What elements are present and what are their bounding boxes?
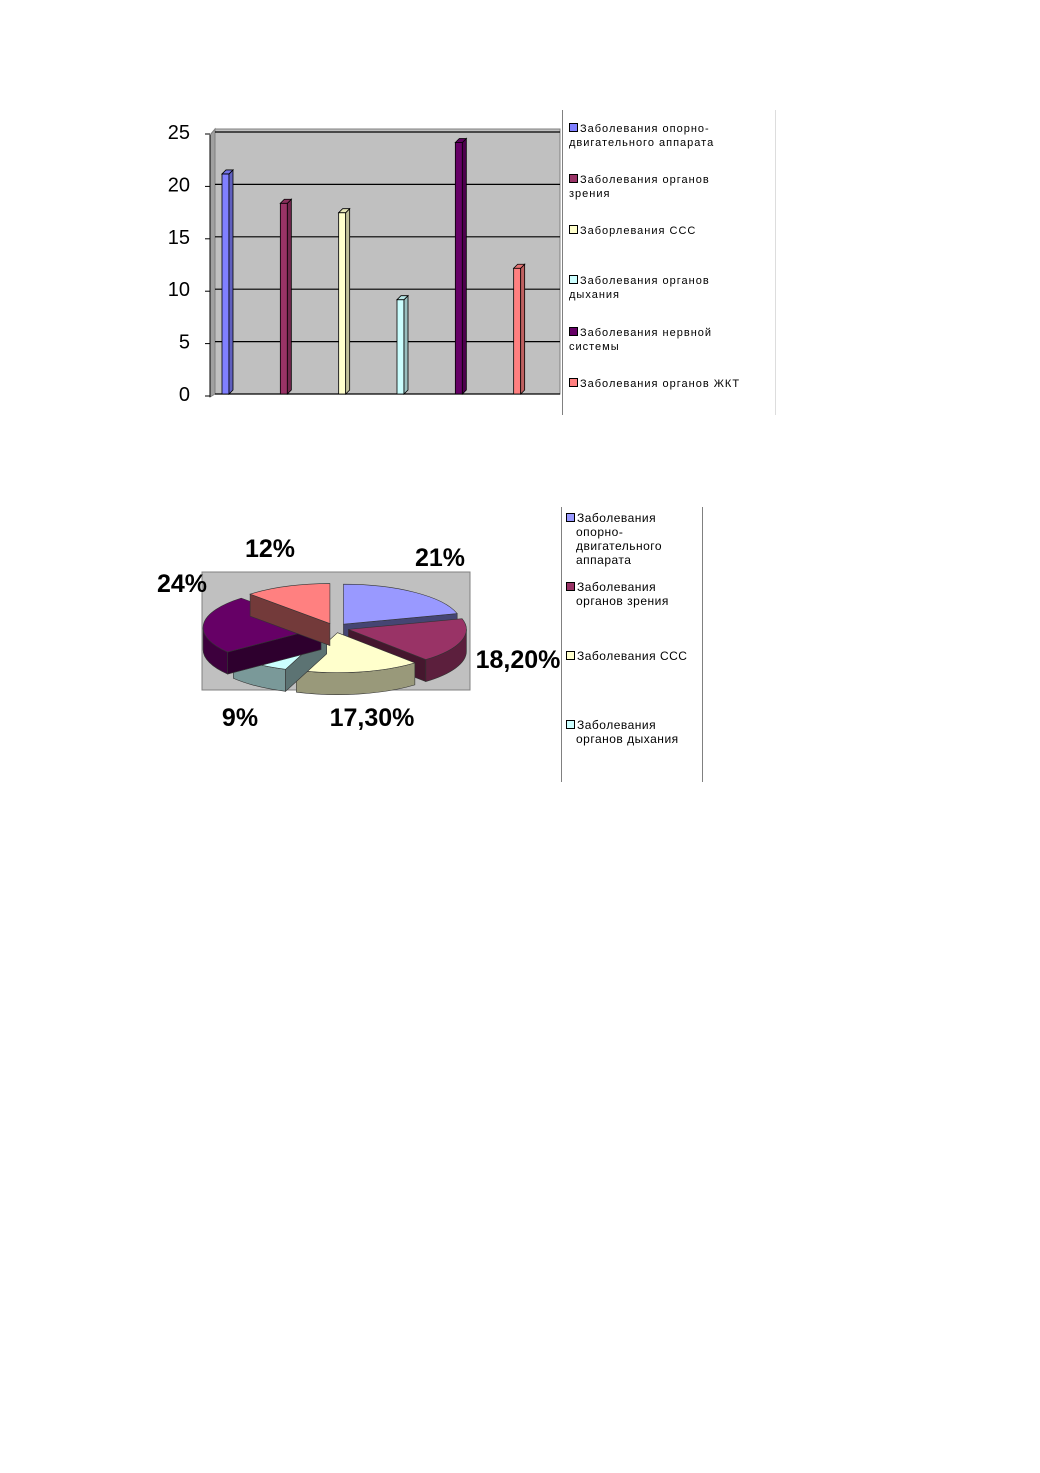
legend-label: Заболевания органов зрения bbox=[576, 580, 669, 608]
legend-entry: Заболевания органов ЖКТ bbox=[569, 377, 749, 391]
bar-side bbox=[403, 294, 409, 395]
bar-front bbox=[513, 267, 522, 395]
bar-top bbox=[221, 169, 234, 175]
data-label: 24% bbox=[157, 570, 207, 598]
pie-top bbox=[348, 618, 467, 660]
legend-entry: Заболевания ССС bbox=[566, 649, 706, 663]
legend-label: Заболевания опорно-двигательного аппарат… bbox=[569, 123, 715, 149]
data-label: 12% bbox=[245, 535, 295, 563]
pie-top bbox=[343, 583, 458, 625]
legend-entry: Заболевания органов дыхания bbox=[566, 718, 706, 746]
bar bbox=[279, 198, 293, 395]
legend-entry: Заболевания опорно-двигательного аппарат… bbox=[569, 122, 749, 150]
legend-swatch bbox=[569, 123, 578, 132]
bar bbox=[221, 168, 234, 395]
data-label: 21% bbox=[415, 544, 465, 572]
legend-swatch bbox=[569, 327, 578, 336]
y-tick-label: 20 bbox=[168, 174, 190, 196]
bar-front bbox=[454, 142, 463, 395]
bar-top bbox=[279, 198, 293, 204]
legend-swatch bbox=[566, 582, 575, 591]
bar-top bbox=[337, 208, 351, 214]
bar-front bbox=[221, 173, 230, 395]
plot-area bbox=[214, 128, 561, 395]
bar-top bbox=[396, 295, 409, 301]
legend-entry: Заболевания органов дыхания bbox=[569, 274, 749, 302]
pie-top bbox=[249, 583, 331, 625]
y-tick-label: 5 bbox=[179, 332, 190, 354]
legend-swatch bbox=[566, 720, 575, 729]
bar-side bbox=[228, 168, 234, 395]
legend-swatch bbox=[569, 275, 578, 284]
bar bbox=[337, 207, 351, 395]
legend-label: Заболевания опорно-двигательного аппарат… bbox=[576, 511, 663, 567]
legend bbox=[562, 110, 776, 415]
pie-top bbox=[202, 597, 323, 653]
legend-swatch bbox=[566, 513, 575, 522]
bar-front bbox=[396, 299, 405, 395]
pie-slice bbox=[249, 583, 331, 647]
legend-entry: Заборлевания ССС bbox=[569, 224, 749, 238]
bar-side bbox=[345, 207, 351, 395]
bar-top bbox=[512, 263, 526, 269]
legend bbox=[561, 507, 703, 782]
legend-label: Заболевания органов дыхания bbox=[569, 275, 710, 301]
bar-front bbox=[338, 212, 347, 395]
y-tick-label: 10 bbox=[168, 279, 190, 301]
bar bbox=[454, 137, 468, 395]
legend-swatch bbox=[569, 174, 578, 183]
legend-label: Заболевания органов дыхания bbox=[576, 718, 679, 746]
legend-swatch bbox=[569, 225, 578, 234]
legend-entry: Заболевания нервной системы bbox=[569, 326, 749, 354]
bar-side bbox=[520, 263, 526, 395]
bar-front bbox=[279, 202, 288, 395]
legend-swatch bbox=[566, 651, 575, 660]
legend-label: Заболевания нервной системы bbox=[569, 327, 713, 353]
legend-entry: Заболевания опорно-двигательного аппарат… bbox=[566, 511, 706, 567]
pie-slice bbox=[202, 597, 323, 675]
legend-entry: Заболевания органов зрения bbox=[566, 580, 706, 608]
data-label: 17,30% bbox=[330, 704, 415, 732]
bar bbox=[512, 263, 526, 395]
y-tick-label: 15 bbox=[168, 227, 190, 249]
side-wall bbox=[209, 127, 216, 398]
legend-label: Заборлевания ССС bbox=[580, 225, 697, 237]
data-label: 18,20% bbox=[476, 646, 561, 674]
bar bbox=[396, 294, 409, 395]
legend-swatch bbox=[569, 378, 578, 387]
data-label: 9% bbox=[222, 704, 258, 732]
bar-side bbox=[461, 137, 467, 395]
legend-label: Заболевания ССС bbox=[577, 649, 688, 663]
legend-label: Заболевания органов ЖКТ bbox=[580, 378, 741, 390]
bar-top bbox=[454, 138, 468, 143]
y-tick-label: 0 bbox=[179, 384, 190, 406]
legend-label: Заболевания органов зрения bbox=[569, 174, 710, 200]
y-tick-label: 25 bbox=[168, 122, 190, 144]
legend-entry: Заболевания органов зрения bbox=[569, 173, 749, 201]
bar-side bbox=[286, 198, 292, 395]
